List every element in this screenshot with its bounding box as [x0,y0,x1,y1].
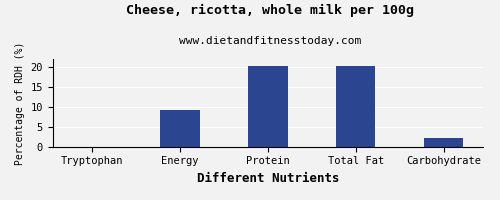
Text: www.dietandfitnesstoday.com: www.dietandfitnesstoday.com [179,36,361,46]
Y-axis label: Percentage of RDH (%): Percentage of RDH (%) [15,41,25,165]
Bar [248,66,288,147]
Bar [424,138,464,147]
Text: Cheese, ricotta, whole milk per 100g: Cheese, ricotta, whole milk per 100g [126,4,414,17]
Bar [160,110,200,147]
X-axis label: Different Nutrients: Different Nutrients [196,172,339,185]
Bar [336,66,376,147]
